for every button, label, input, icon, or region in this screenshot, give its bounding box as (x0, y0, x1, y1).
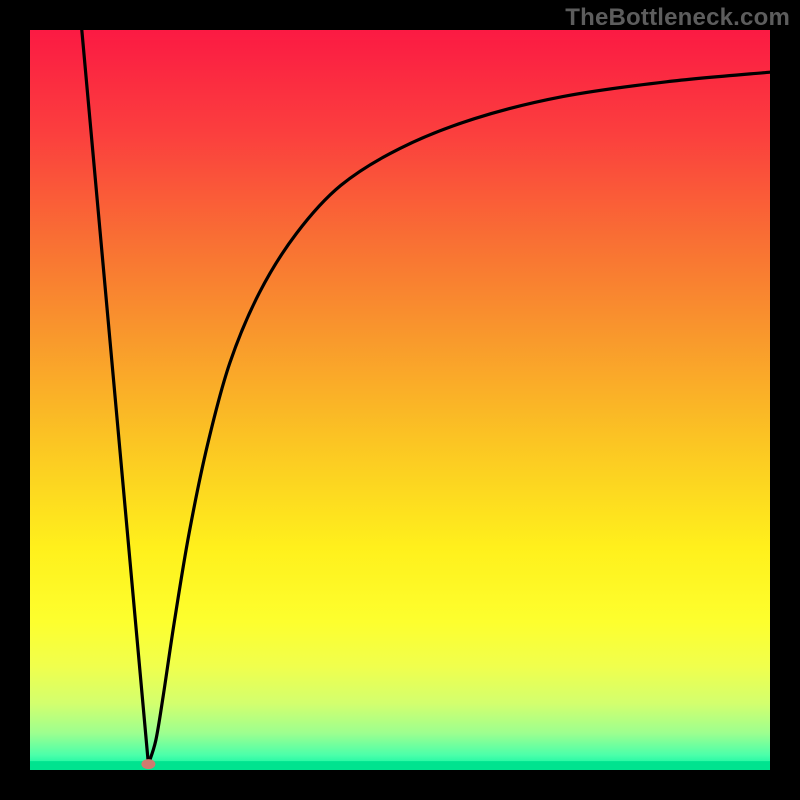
plot-background (30, 30, 770, 770)
bottleneck-chart (0, 0, 800, 800)
green-band (30, 761, 770, 770)
watermark-text: TheBottleneck.com (565, 4, 790, 32)
valley-marker (141, 759, 155, 769)
